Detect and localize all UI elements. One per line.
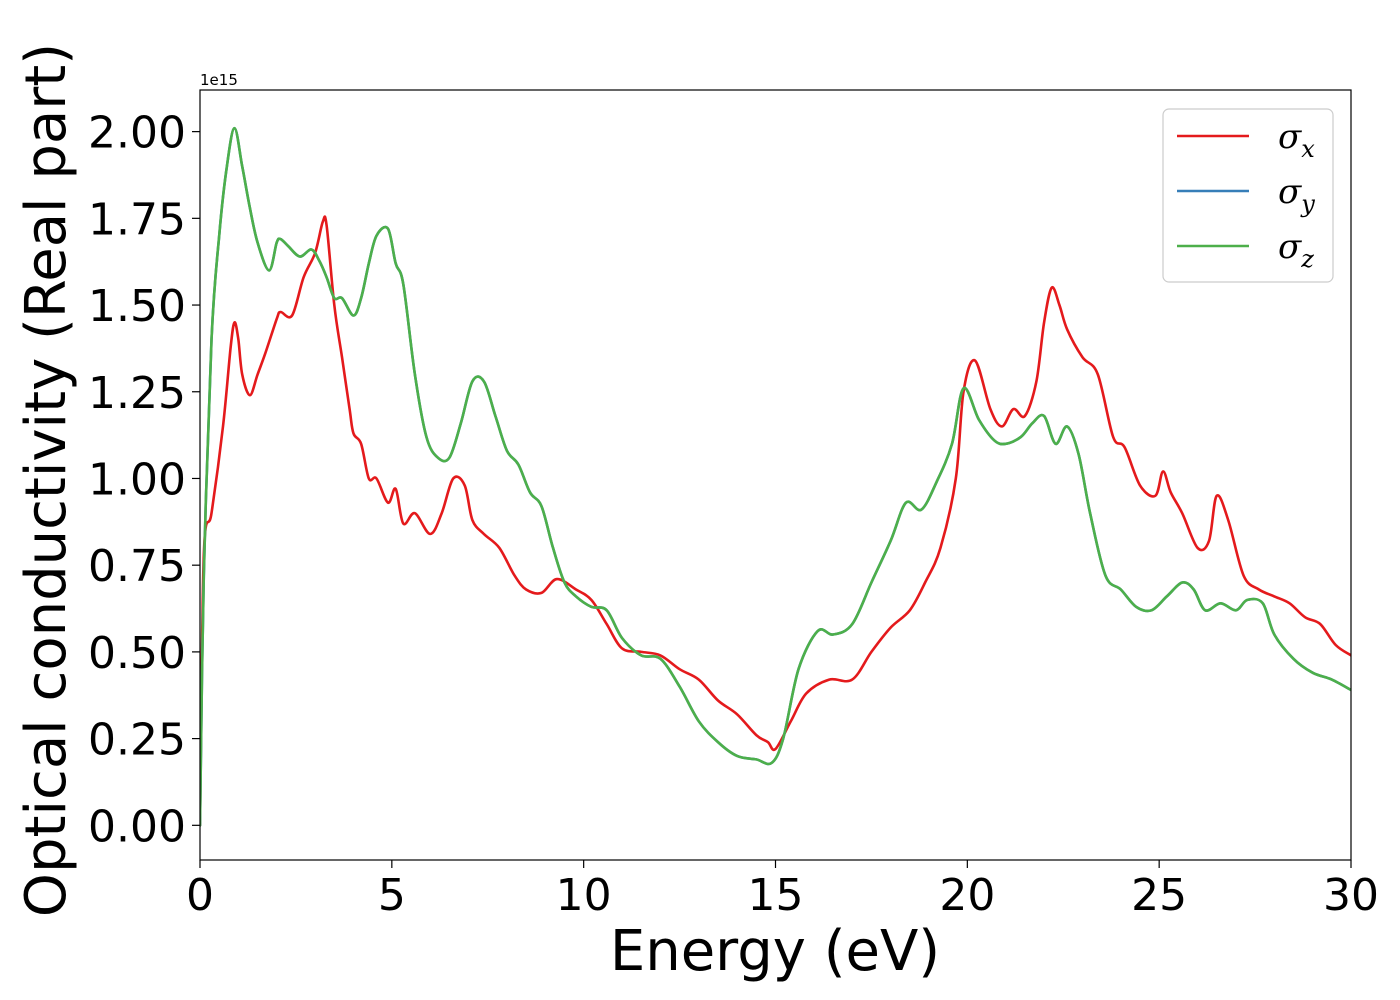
series-line-sigma-x	[200, 215, 1351, 827]
legend-label-sigma-x: σx	[1278, 117, 1315, 163]
x-tick-label: 15	[748, 870, 804, 921]
x-tick-label: 25	[1131, 870, 1187, 921]
y-axis-label: Optical conductivity (Real part)	[14, 43, 79, 917]
y-tick-label: 0.25	[88, 715, 186, 766]
legend-label-sigma-z: σz	[1278, 227, 1314, 273]
x-tick-label: 0	[186, 870, 214, 921]
series-line-sigma-z	[200, 126, 1351, 827]
series-layer	[200, 126, 1351, 827]
y-tick-label: 0.50	[88, 628, 186, 679]
x-tick-label: 20	[939, 870, 995, 921]
x-tick-label: 30	[1323, 870, 1379, 921]
y-tick-label: 2.00	[88, 108, 186, 159]
y-axis-ticks: 0.00 0.25 0.50 0.75 1.00 1.25 1.50 1.75 2.00	[88, 108, 200, 852]
y-tick-label: 1.25	[88, 368, 186, 419]
y-tick-label: 0.75	[88, 541, 186, 592]
x-axis-ticks: 0 5 10 15 20 25 30	[186, 860, 1379, 921]
y-offset-label: 1e15	[200, 71, 238, 89]
plot-background	[200, 90, 1351, 860]
legend: σx σy σz	[1162, 108, 1334, 283]
legend-frame	[1162, 108, 1334, 283]
y-tick-label: 1.50	[88, 281, 186, 332]
x-tick-label: 5	[378, 870, 406, 921]
y-tick-label: 0.00	[88, 801, 186, 852]
y-tick-label: 1.75	[88, 194, 186, 245]
y-tick-label: 1.00	[88, 454, 186, 505]
x-axis-label: Energy (eV)	[610, 919, 940, 984]
legend-label-sigma-y: σy	[1278, 172, 1315, 218]
x-tick-label: 10	[556, 870, 612, 921]
